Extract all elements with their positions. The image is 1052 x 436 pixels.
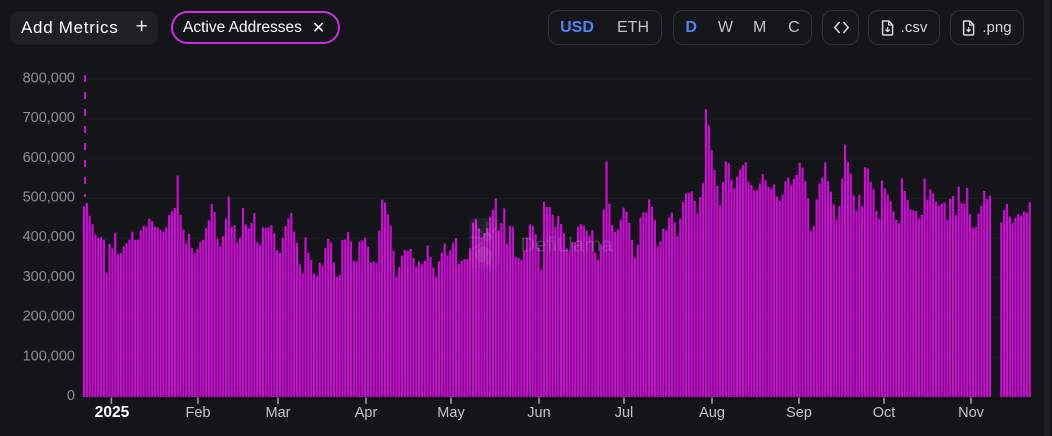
svg-text:Sep: Sep xyxy=(786,405,812,421)
svg-text:300,000: 300,000 xyxy=(23,269,75,285)
svg-text:100,000: 100,000 xyxy=(23,348,75,364)
svg-text:Apr: Apr xyxy=(355,405,378,421)
svg-text:2025: 2025 xyxy=(95,404,130,421)
svg-text:400,000: 400,000 xyxy=(23,229,75,245)
svg-text:500,000: 500,000 xyxy=(23,190,75,206)
svg-text:Mar: Mar xyxy=(266,405,291,421)
svg-text:Jun: Jun xyxy=(527,405,550,421)
svg-text:Oct: Oct xyxy=(873,405,896,421)
svg-text:Nov: Nov xyxy=(958,405,985,421)
svg-text:0: 0 xyxy=(67,388,75,404)
svg-text:May: May xyxy=(437,405,465,421)
svg-text:600,000: 600,000 xyxy=(23,150,75,166)
svg-text:Feb: Feb xyxy=(186,405,211,421)
svg-text:DefiLlama: DefiLlama xyxy=(521,234,614,257)
svg-text:200,000: 200,000 xyxy=(23,309,75,325)
svg-text:Jul: Jul xyxy=(615,405,634,421)
svg-text:700,000: 700,000 xyxy=(23,110,75,126)
svg-text:800,000: 800,000 xyxy=(23,70,75,86)
svg-text:Aug: Aug xyxy=(699,405,725,421)
